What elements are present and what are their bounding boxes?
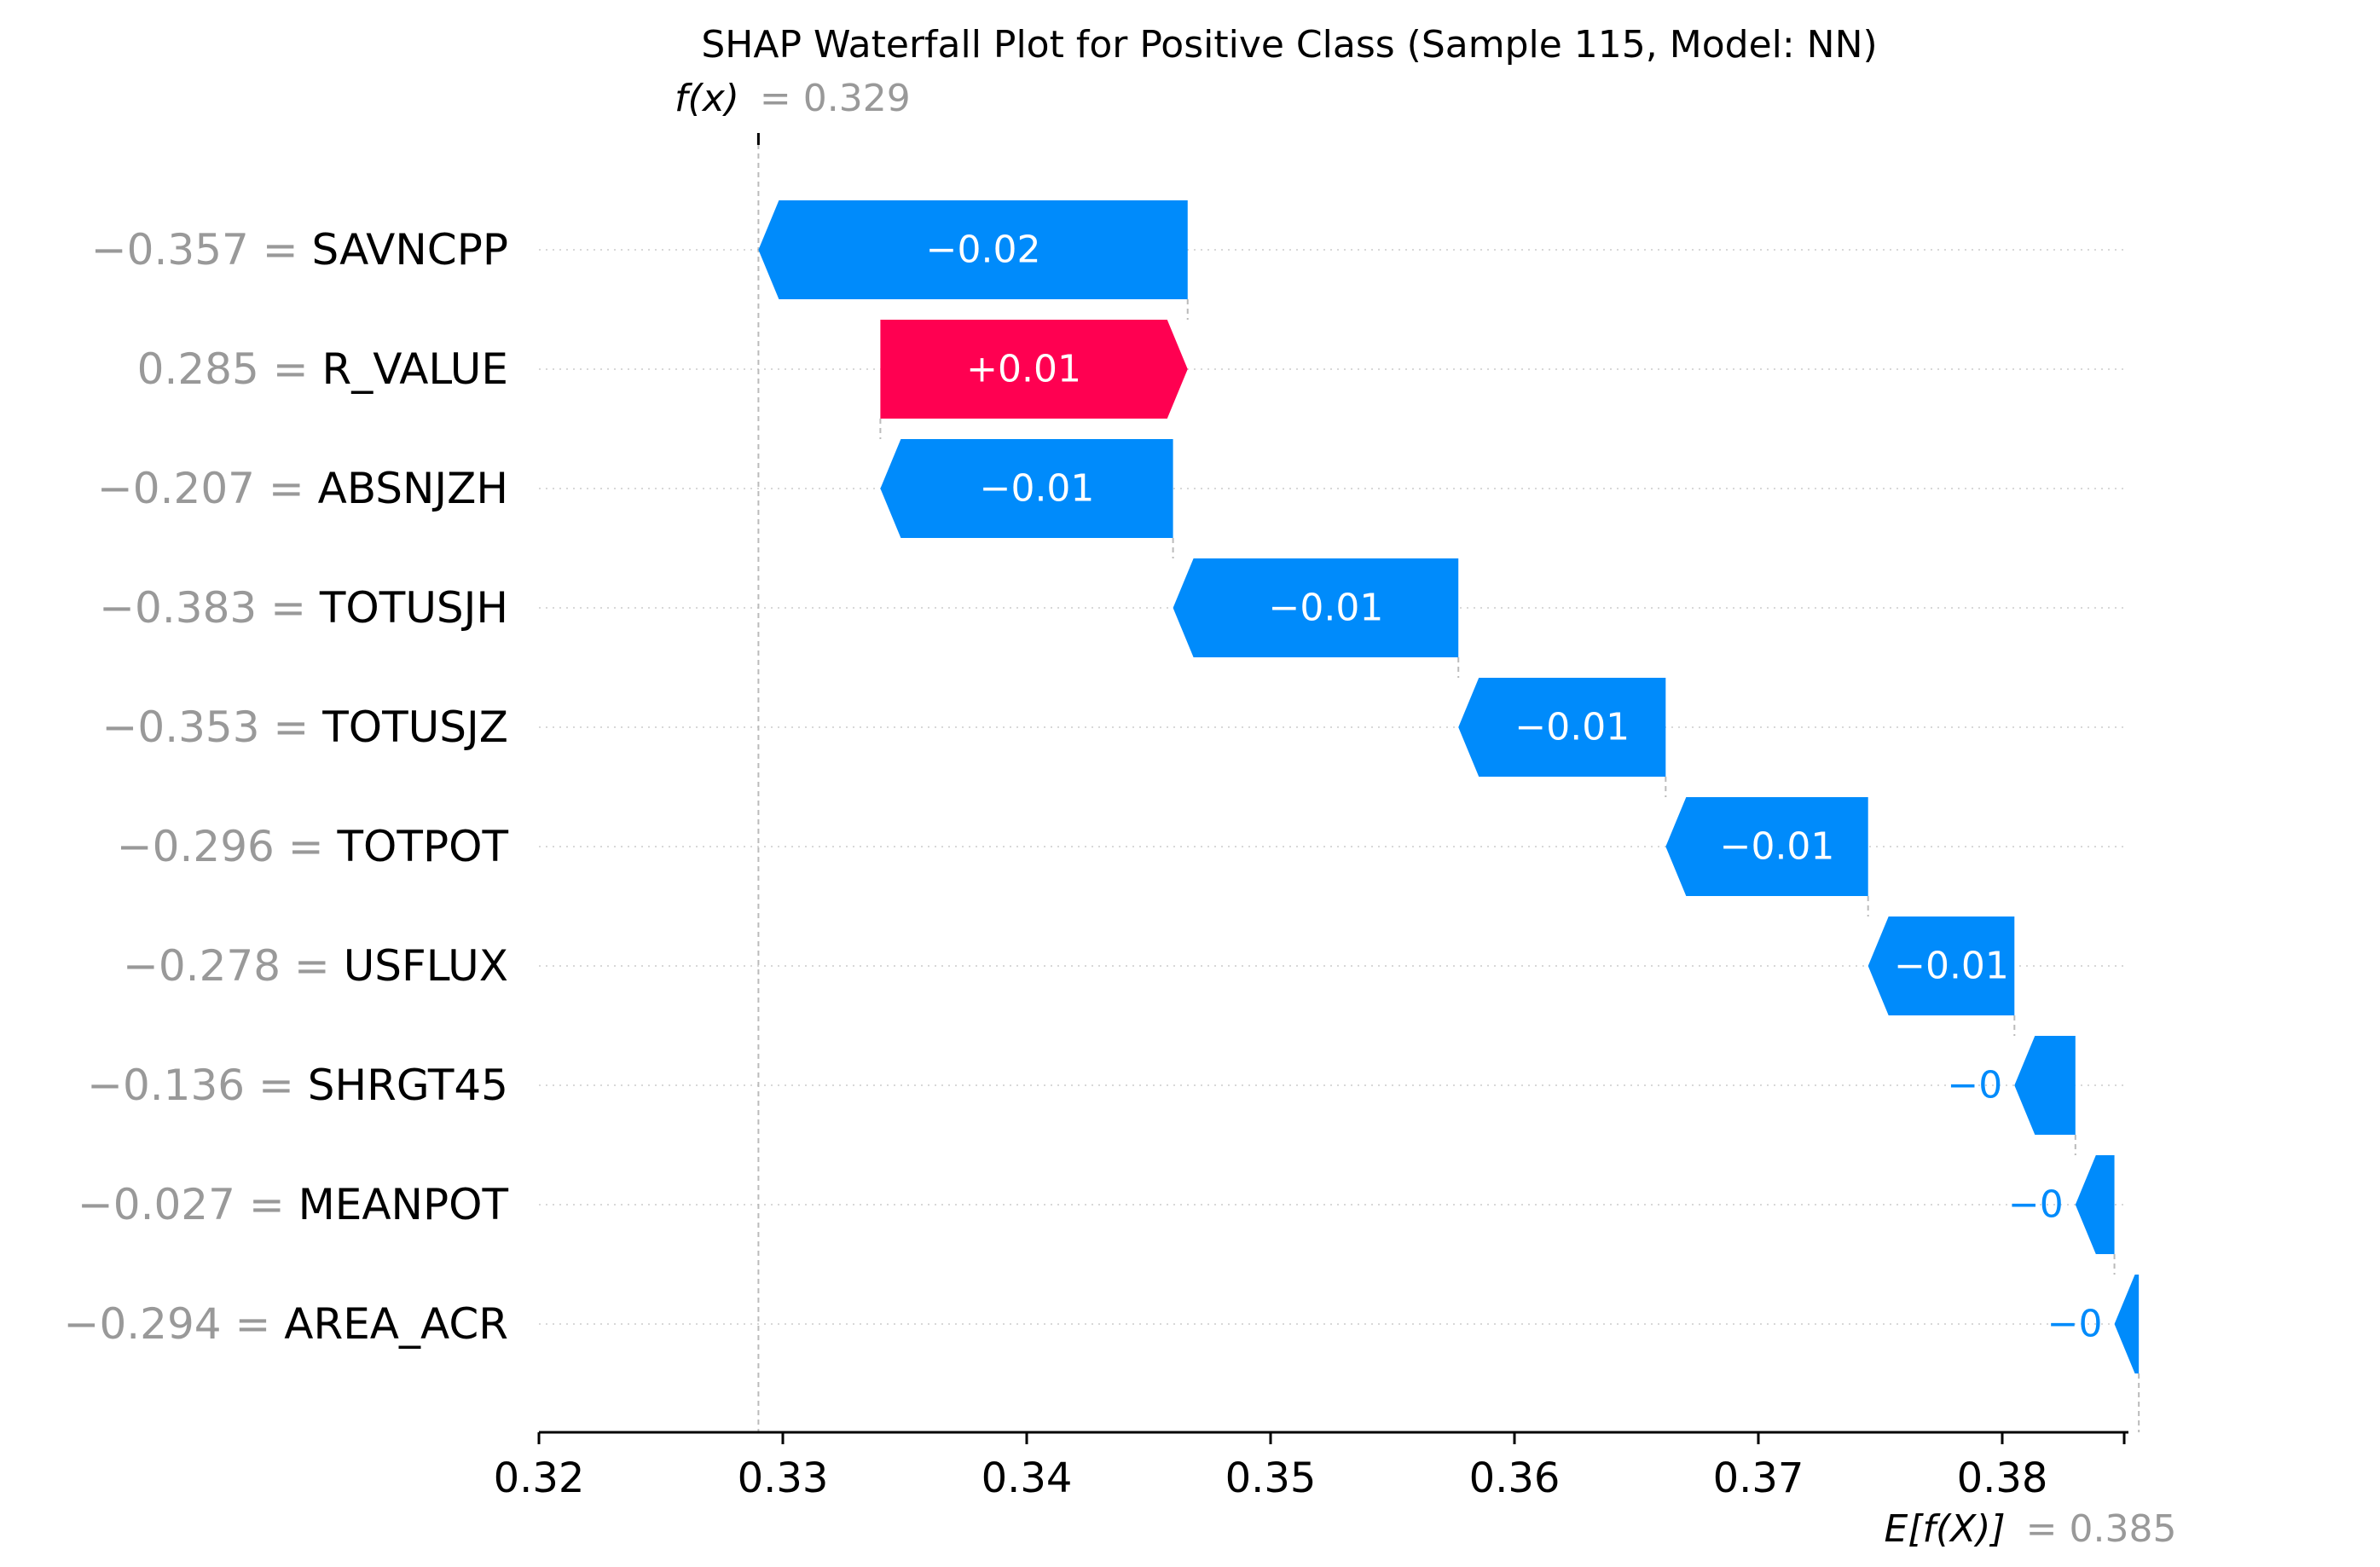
feature-value: −0.136 = bbox=[87, 1061, 308, 1110]
feature-name: TOTUSJH bbox=[319, 583, 508, 633]
feature-name: R_VALUE bbox=[321, 344, 508, 394]
bar-value-label: +0.01 bbox=[966, 348, 1081, 391]
x-axis-ticks: 0.32 0.33 0.34 0.35 0.36 0.37 0.38 bbox=[494, 1432, 2048, 1502]
bar-value-label: −0.01 bbox=[1720, 825, 1835, 869]
bar-value-label: −0.01 bbox=[1894, 945, 2009, 988]
x-tick-label: 0.37 bbox=[1713, 1454, 1804, 1502]
feature-label: −0.296 = TOTPOT bbox=[117, 822, 509, 871]
feature-value: −0.353 = bbox=[102, 703, 323, 752]
x-tick-label: 0.33 bbox=[738, 1454, 829, 1502]
connector-lines bbox=[757, 135, 2140, 1432]
feature-name: TOTPOT bbox=[337, 822, 509, 871]
feature-value: −0.207 = bbox=[97, 464, 318, 513]
feature-value: −0.357 = bbox=[91, 225, 312, 275]
feature-value: −0.383 = bbox=[99, 583, 320, 633]
feature-value: −0.296 = bbox=[117, 822, 338, 871]
bar-value-label: −0.02 bbox=[926, 228, 1041, 272]
fx-annotation: f(x) = 0.329 bbox=[675, 77, 911, 120]
shap-bar-savncpp bbox=[758, 200, 1188, 299]
ex-annotation: E[f(X)] = 0.385 bbox=[1885, 1507, 2177, 1551]
ex-value: = 0.385 bbox=[2026, 1507, 2177, 1551]
shap-bar-area-acr bbox=[2114, 1275, 2140, 1373]
ex-label: E[f(X)] bbox=[1885, 1507, 2006, 1551]
feature-value: 0.285 = bbox=[137, 344, 322, 394]
row-gridlines bbox=[539, 249, 2123, 1325]
feature-label: 0.285 = R_VALUE bbox=[137, 344, 508, 394]
bar-value-label: −0 bbox=[2008, 1183, 2064, 1227]
x-tick-label: 0.32 bbox=[494, 1454, 585, 1502]
feature-name: MEANPOT bbox=[298, 1180, 509, 1229]
feature-name: SAVNCPP bbox=[312, 225, 509, 275]
feature-label: −0.136 = SHRGT45 bbox=[87, 1061, 508, 1110]
shap-bar-r-value bbox=[880, 320, 1188, 419]
feature-name: USFLUX bbox=[344, 941, 508, 991]
feature-label: −0.278 = USFLUX bbox=[123, 941, 508, 991]
shap-bar-usflux bbox=[1868, 916, 2015, 1015]
bar-value-label: −0.01 bbox=[1514, 706, 1630, 749]
feature-label: −0.207 = ABSNJZH bbox=[97, 464, 508, 513]
shap-bar-meanpot bbox=[2075, 1155, 2115, 1254]
feature-name: SHRGT45 bbox=[308, 1061, 508, 1110]
feature-label: −0.027 = MEANPOT bbox=[78, 1180, 509, 1229]
bar-value-label: −0.01 bbox=[1268, 587, 1383, 630]
bar-value-label: −0.01 bbox=[980, 467, 1095, 511]
shap-bar-totusjz bbox=[1458, 678, 1666, 777]
bar-value-label: −0 bbox=[2047, 1303, 2103, 1346]
feature-label: −0.353 = TOTUSJZ bbox=[102, 703, 509, 752]
feature-label: −0.294 = AREA_ACR bbox=[64, 1299, 508, 1349]
feature-value: −0.027 = bbox=[78, 1180, 298, 1229]
feature-label: −0.357 = SAVNCPP bbox=[91, 225, 508, 275]
feature-name: TOTUSJZ bbox=[321, 703, 508, 752]
x-tick-label: 0.36 bbox=[1469, 1454, 1561, 1502]
shap-bar-totpot bbox=[1665, 797, 1868, 896]
feature-name: AREA_ACR bbox=[284, 1299, 508, 1349]
bar-value-label: −0 bbox=[1947, 1064, 2002, 1107]
feature-name: ABSNJZH bbox=[318, 464, 508, 513]
feature-label: −0.383 = TOTUSJH bbox=[99, 583, 508, 633]
feature-labels: −0.357 = SAVNCPP 0.285 = R_VALUE −0.207 = … bbox=[64, 225, 509, 1349]
feature-value: −0.294 = bbox=[64, 1299, 285, 1349]
x-tick-label: 0.38 bbox=[1957, 1454, 2048, 1502]
fx-label: f(x) bbox=[675, 77, 739, 120]
fx-value: = 0.329 bbox=[760, 77, 911, 120]
shap-bar-absnjzh bbox=[880, 439, 1173, 538]
bars: −0.02 +0.01 −0.01 −0.01 −0.01 −0.01 −0.01 −0 −0 −… bbox=[758, 200, 2140, 1373]
feature-value: −0.278 = bbox=[123, 941, 344, 991]
x-tick-label: 0.35 bbox=[1225, 1454, 1317, 1502]
chart-title: SHAP Waterfall Plot for Positive Class (… bbox=[701, 23, 1877, 66]
x-tick-label: 0.34 bbox=[982, 1454, 1073, 1502]
shap-bar-shrgt45 bbox=[2014, 1036, 2076, 1135]
shap-bar-totusjh bbox=[1173, 558, 1459, 657]
